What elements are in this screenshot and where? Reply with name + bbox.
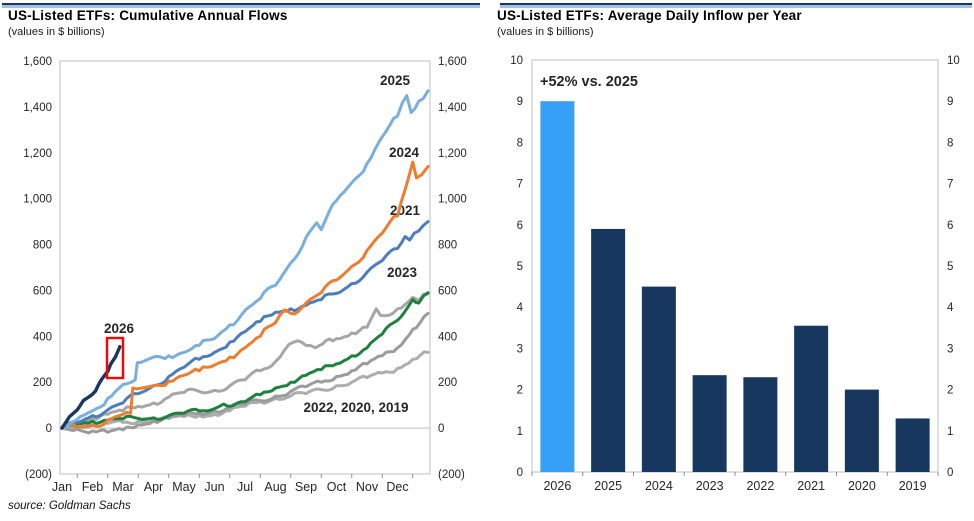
svg-text:400: 400 [33,331,52,343]
svg-text:2023: 2023 [696,479,724,493]
svg-text:(200): (200) [438,469,465,481]
svg-text:3: 3 [517,343,523,355]
svg-text:800: 800 [33,240,52,252]
svg-text:3: 3 [947,343,953,355]
svg-text:Sep: Sep [295,480,317,494]
svg-text:2021: 2021 [797,479,825,493]
svg-text:Oct: Oct [327,480,347,494]
svg-text:4: 4 [947,302,954,314]
svg-text:9: 9 [517,96,523,108]
svg-text:2024: 2024 [645,479,673,493]
svg-text:4: 4 [517,302,524,314]
svg-text:0: 0 [46,423,52,435]
svg-text:2020: 2020 [848,479,876,493]
svg-text:10: 10 [510,55,523,67]
svg-text:Aug: Aug [264,480,286,494]
svg-text:May: May [172,480,196,494]
svg-text:800: 800 [438,240,457,252]
left-chart-subtitle: (values in $ billions) [8,26,105,38]
svg-text:Dec: Dec [386,480,408,494]
bar-2019 [895,418,930,472]
svg-text:2: 2 [947,385,953,397]
bar-2023 [692,375,727,472]
svg-text:1,400: 1,400 [23,102,52,114]
svg-text:7: 7 [947,179,953,191]
svg-text:2019: 2019 [899,479,927,493]
svg-text:600: 600 [33,285,52,297]
left-panel-top-rule [2,3,480,8]
svg-text:1: 1 [947,426,953,438]
svg-text:7: 7 [517,179,523,191]
svg-text:1,000: 1,000 [438,194,467,206]
svg-text:0: 0 [947,467,953,479]
right-panel-top-rule [500,3,972,8]
left-chart-title: US-Listed ETFs: Cumulative Annual Flows [8,8,288,23]
svg-text:9: 9 [947,96,953,108]
svg-text:0: 0 [517,467,523,479]
series-label-2024: 2024 [389,145,420,160]
svg-text:1,600: 1,600 [23,56,52,68]
bar-2024 [641,286,676,472]
svg-text:Jan: Jan [52,480,72,494]
svg-text:5: 5 [517,261,523,273]
svg-text:0: 0 [438,423,444,435]
pct-vs-2025-annotation: +52% vs. 2025 [540,74,638,90]
series-label-2026: 2026 [104,321,135,336]
svg-text:1,200: 1,200 [438,148,467,160]
svg-text:Jul: Jul [237,480,253,494]
svg-text:1,000: 1,000 [23,194,52,206]
bar-2025 [591,228,626,472]
svg-text:1: 1 [517,426,523,438]
svg-text:1,400: 1,400 [438,102,467,114]
svg-text:6: 6 [517,220,523,232]
svg-text:1,600: 1,600 [438,56,467,68]
bar-2026 [540,101,575,472]
svg-text:8: 8 [517,137,523,149]
series-label-2023: 2023 [387,265,418,280]
svg-text:5: 5 [947,261,953,273]
gray-years-label: 2022, 2020, 2019 [303,400,408,415]
svg-text:(200): (200) [25,469,52,481]
svg-text:200: 200 [438,377,457,389]
source-note: source: Goldman Sachs [8,500,131,512]
svg-text:2025: 2025 [594,479,622,493]
right-chart-title: US-Listed ETFs: Average Daily Inflow per… [497,8,802,23]
bar-2021 [794,325,829,472]
svg-text:1,200: 1,200 [23,148,52,160]
svg-text:Feb: Feb [82,480,104,494]
svg-text:Jun: Jun [204,480,224,494]
svg-text:600: 600 [438,285,457,297]
svg-text:6: 6 [947,220,953,232]
svg-text:8: 8 [947,137,953,149]
svg-text:2022: 2022 [746,479,774,493]
series-label-2025: 2025 [380,73,411,88]
svg-text:400: 400 [438,331,457,343]
svg-text:Mar: Mar [112,480,134,494]
highlight-box-2026 [105,336,125,380]
bar-2022 [743,377,778,472]
svg-text:Apr: Apr [144,480,163,494]
series-label-2021: 2021 [390,203,421,218]
bar-2020 [844,389,879,472]
svg-text:Nov: Nov [356,480,379,494]
svg-text:10: 10 [947,55,960,67]
svg-text:2026: 2026 [543,479,571,493]
right-chart-subtitle: (values in $ billions) [497,26,594,38]
svg-text:200: 200 [33,377,52,389]
svg-text:2: 2 [517,385,523,397]
